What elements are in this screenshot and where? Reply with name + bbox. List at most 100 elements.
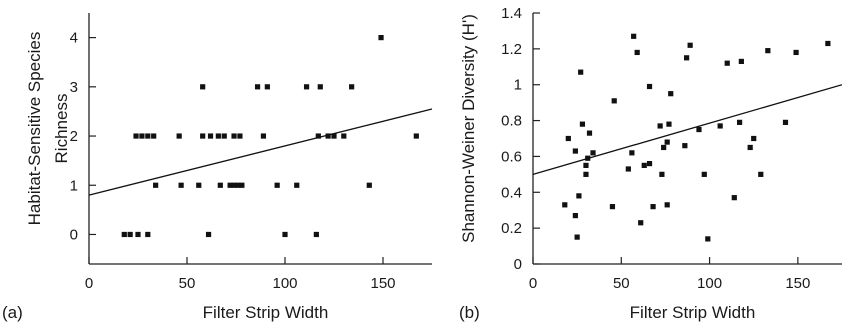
data-point — [413, 133, 419, 139]
data-point — [200, 84, 206, 90]
data-point — [178, 182, 184, 188]
data-point — [724, 60, 730, 66]
data-point — [738, 58, 744, 65]
data-point — [349, 84, 355, 90]
data-point — [260, 133, 267, 139]
data-point — [231, 133, 237, 139]
y-tick-label: 1 — [70, 177, 78, 194]
data-point — [659, 171, 665, 177]
data-point — [215, 133, 221, 139]
y-tick-label: 3 — [70, 79, 78, 96]
data-point — [646, 83, 653, 90]
data-point — [629, 150, 635, 156]
data-point — [217, 182, 223, 188]
x-tick-label: 150 — [785, 275, 810, 292]
data-point — [127, 231, 133, 238]
data-point — [207, 133, 214, 139]
trend-line — [88, 108, 433, 196]
x-tick-label: 100 — [697, 275, 722, 292]
data-point — [378, 35, 384, 41]
data-point — [572, 212, 578, 219]
data-point — [668, 91, 674, 97]
y-tick-label: 0 — [514, 256, 522, 273]
data-point — [133, 133, 139, 139]
y-axis-title: Habitat-Sensitive Species — [25, 32, 44, 226]
data-point — [235, 182, 241, 188]
data-point — [325, 133, 331, 139]
data-point — [264, 84, 270, 90]
y-tick-label: 1.2 — [501, 41, 522, 58]
data-point — [315, 133, 321, 139]
y-tick-label: 0 — [70, 226, 78, 243]
y-axis-title: Richness — [52, 94, 71, 164]
panel-label: (a) — [2, 303, 23, 322]
x-axis-title: Filter Strip Width — [630, 303, 756, 322]
data-point — [657, 123, 663, 129]
data-point — [579, 121, 586, 127]
data-point — [751, 135, 757, 142]
data-point — [341, 133, 347, 139]
data-point — [317, 84, 323, 90]
panel-b-scatter-chart: 0 50 100 150 0 0.2 0.4 0.6 0.8 1 1.2 1.4 Filter Stri… — [459, 5, 842, 322]
data-point — [313, 231, 319, 238]
data-point — [664, 202, 670, 208]
data-point — [139, 133, 145, 139]
y-tick-label: 0.6 — [501, 148, 522, 165]
data-point — [574, 234, 580, 240]
data-point — [717, 123, 723, 129]
data-point — [227, 182, 233, 188]
x-tick-label: 0 — [85, 275, 93, 292]
data-point — [221, 133, 227, 139]
data-point — [205, 231, 212, 238]
data-point — [576, 193, 582, 199]
data-point — [736, 119, 743, 125]
data-point — [590, 150, 596, 156]
data-point — [153, 182, 159, 188]
y-tick-label: 4 — [70, 30, 78, 47]
panel-a-scatter-chart: 0 50 100 150 0 1 2 3 4 Filter Strip Width Habitat-… — [2, 13, 433, 322]
data-point — [705, 236, 711, 242]
y-tick-label: 0.4 — [501, 184, 522, 201]
data-point — [611, 98, 617, 104]
data-point — [731, 195, 737, 201]
x-tick-label: 100 — [272, 275, 297, 292]
trend-line — [532, 84, 842, 175]
x-tick-label: 50 — [179, 275, 196, 292]
data-point — [682, 143, 688, 149]
data-point — [666, 121, 672, 127]
data-point — [578, 69, 584, 75]
x-axis-title: Filter Strip Width — [203, 303, 329, 322]
data-point — [758, 171, 764, 177]
data-point — [583, 162, 589, 168]
data-point — [661, 144, 667, 151]
data-point — [145, 231, 151, 238]
data-point — [664, 139, 670, 145]
data-point — [121, 231, 127, 238]
data-point — [239, 182, 245, 188]
data-point — [650, 204, 656, 210]
data-point — [609, 204, 616, 210]
data-point — [176, 133, 182, 139]
data-point — [687, 42, 693, 48]
data-point — [200, 133, 206, 139]
data-point — [793, 49, 799, 56]
data-point — [254, 84, 261, 90]
data-point — [572, 148, 578, 154]
data-point — [331, 133, 337, 139]
y-tick-label: 0.2 — [501, 220, 522, 237]
data-point — [196, 182, 202, 188]
x-tick-label: 0 — [529, 275, 537, 292]
data-point — [638, 220, 644, 226]
data-point — [366, 182, 372, 188]
panel-label: (b) — [459, 303, 480, 322]
data-point — [583, 171, 589, 177]
data-point — [631, 33, 637, 39]
y-tick-label: 2 — [70, 128, 78, 145]
x-tick-label: 50 — [613, 275, 630, 292]
data-point — [282, 231, 288, 238]
data-point — [135, 231, 141, 238]
data-point — [747, 144, 753, 151]
data-point — [562, 202, 568, 208]
x-tick-label: 150 — [370, 275, 395, 292]
